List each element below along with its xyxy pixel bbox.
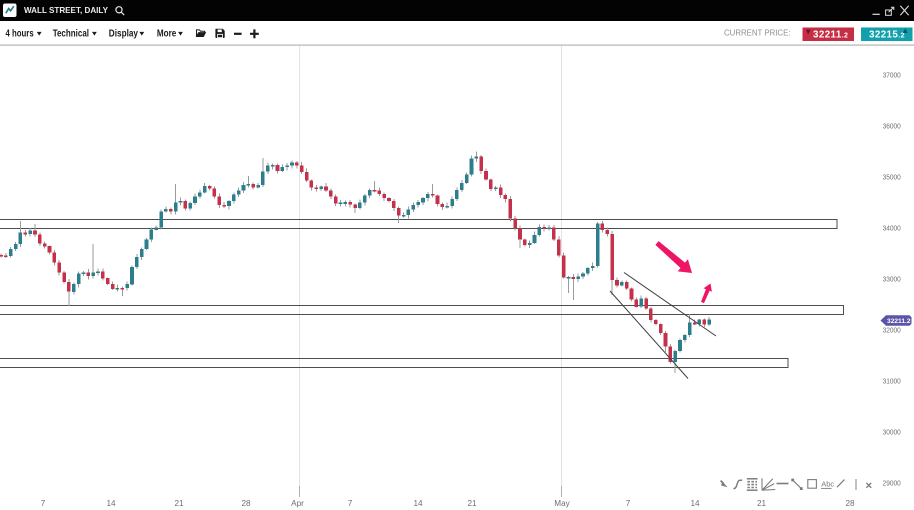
svg-text:32215.2: 32215.2 xyxy=(869,30,905,41)
svg-text:21: 21 xyxy=(467,499,477,508)
svg-text:7: 7 xyxy=(348,499,353,508)
svg-text:Display: Display xyxy=(109,28,138,39)
svg-text:28: 28 xyxy=(241,499,251,508)
svg-text:32000: 32000 xyxy=(883,326,901,335)
svg-text:WALL STREET, DAILY: WALL STREET, DAILY xyxy=(24,5,108,15)
svg-text:32211.2: 32211.2 xyxy=(813,30,848,41)
svg-text:CURRENT PRICE:: CURRENT PRICE: xyxy=(724,29,791,38)
svg-text:Technical: Technical xyxy=(53,28,89,39)
svg-text:Abc: Abc xyxy=(821,480,834,489)
svg-text:32211.2: 32211.2 xyxy=(887,318,911,325)
svg-text:30000: 30000 xyxy=(883,428,901,437)
svg-text:4 hours: 4 hours xyxy=(6,28,34,39)
svg-text:31000: 31000 xyxy=(883,377,901,386)
svg-text:21: 21 xyxy=(174,499,184,508)
svg-text:14: 14 xyxy=(413,499,423,508)
svg-text:36000: 36000 xyxy=(883,122,901,131)
svg-text:35000: 35000 xyxy=(883,173,901,182)
svg-text:14: 14 xyxy=(690,499,700,508)
svg-text:May: May xyxy=(554,499,570,508)
svg-text:14: 14 xyxy=(106,499,116,508)
svg-text:34000: 34000 xyxy=(883,224,901,233)
svg-text:29000: 29000 xyxy=(883,479,901,488)
svg-text:33000: 33000 xyxy=(883,275,901,284)
svg-text:37000: 37000 xyxy=(883,71,901,80)
svg-text:More: More xyxy=(157,28,177,39)
svg-text:21: 21 xyxy=(757,499,767,508)
svg-text:7: 7 xyxy=(626,499,631,508)
svg-text:Apr: Apr xyxy=(291,499,304,508)
svg-text:28: 28 xyxy=(845,499,855,508)
svg-text:7: 7 xyxy=(41,499,46,508)
